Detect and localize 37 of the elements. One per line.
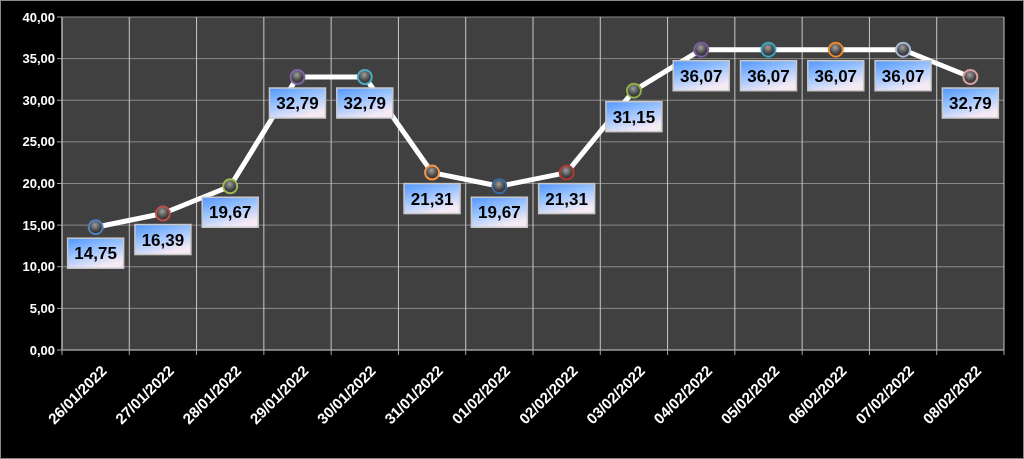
point <box>962 69 979 86</box>
data-label: 36,07 <box>747 66 790 86</box>
data-label: 36,07 <box>814 66 858 86</box>
data-label: 19,67 <box>478 203 521 223</box>
y-tick-label: 30,00 <box>22 92 55 108</box>
point <box>895 41 912 58</box>
y-tick-label: 10,00 <box>22 259 55 275</box>
data-label: 36,07 <box>679 66 723 86</box>
data-label: 16,39 <box>141 230 185 250</box>
data-label: 31,15 <box>612 107 656 127</box>
y-tick-label: 15,00 <box>22 217 55 233</box>
y-tick-label: 40,00 <box>22 9 55 25</box>
data-label: 36,07 <box>881 66 925 86</box>
data-label: 21,31 <box>545 189 588 209</box>
y-tick-label: 25,00 <box>22 134 55 150</box>
point <box>760 41 777 58</box>
data-label: 32,79 <box>343 94 387 114</box>
data-label: 19,67 <box>208 203 252 223</box>
point <box>222 178 239 195</box>
point <box>87 219 104 236</box>
point <box>625 82 642 99</box>
data-label: 21,31 <box>410 189 454 209</box>
data-label: 32,79 <box>949 94 992 114</box>
y-tick-label: 0,00 <box>29 342 55 358</box>
y-tick-label: 35,00 <box>22 51 55 67</box>
point <box>693 41 710 58</box>
point <box>558 164 575 181</box>
y-tick-label: 20,00 <box>22 176 55 192</box>
data-label: 14,75 <box>74 244 117 264</box>
point <box>356 69 373 86</box>
point <box>491 178 508 195</box>
point <box>827 41 844 58</box>
point <box>424 164 441 181</box>
data-label: 32,79 <box>276 94 319 114</box>
y-tick-label: 5,00 <box>29 300 55 316</box>
point <box>154 205 171 222</box>
point <box>289 69 306 86</box>
